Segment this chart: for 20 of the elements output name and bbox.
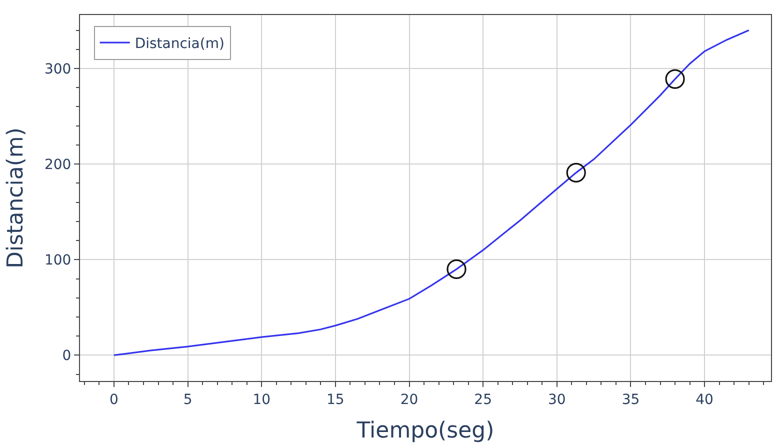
x-tick-label: 35 bbox=[622, 392, 640, 408]
point bbox=[665, 69, 685, 89]
y-tick-label: 100 bbox=[44, 252, 72, 269]
y-axis-title: Distancia(m) bbox=[3, 128, 28, 268]
y-tick-label: 0 bbox=[62, 348, 72, 364]
x-tick-label: 10 bbox=[252, 392, 271, 408]
line-series bbox=[113, 29, 750, 356]
x-tick-label: 40 bbox=[696, 392, 714, 408]
y-tick-label: 300 bbox=[44, 61, 72, 78]
y-tick-label: 200 bbox=[44, 156, 72, 173]
x-tick-label: 15 bbox=[326, 392, 344, 408]
x-tick-label: 30 bbox=[548, 392, 566, 408]
legend-label: Distancia(m) bbox=[134, 36, 224, 52]
x-tick-label: 0 bbox=[110, 392, 118, 408]
x-axis-title: Tiempo(seg) bbox=[356, 418, 494, 444]
point bbox=[446, 259, 466, 279]
point bbox=[566, 162, 586, 182]
x-tick-label: 25 bbox=[474, 392, 492, 408]
x-tick-label: 20 bbox=[400, 392, 418, 408]
x-tick-label: 5 bbox=[183, 392, 192, 408]
